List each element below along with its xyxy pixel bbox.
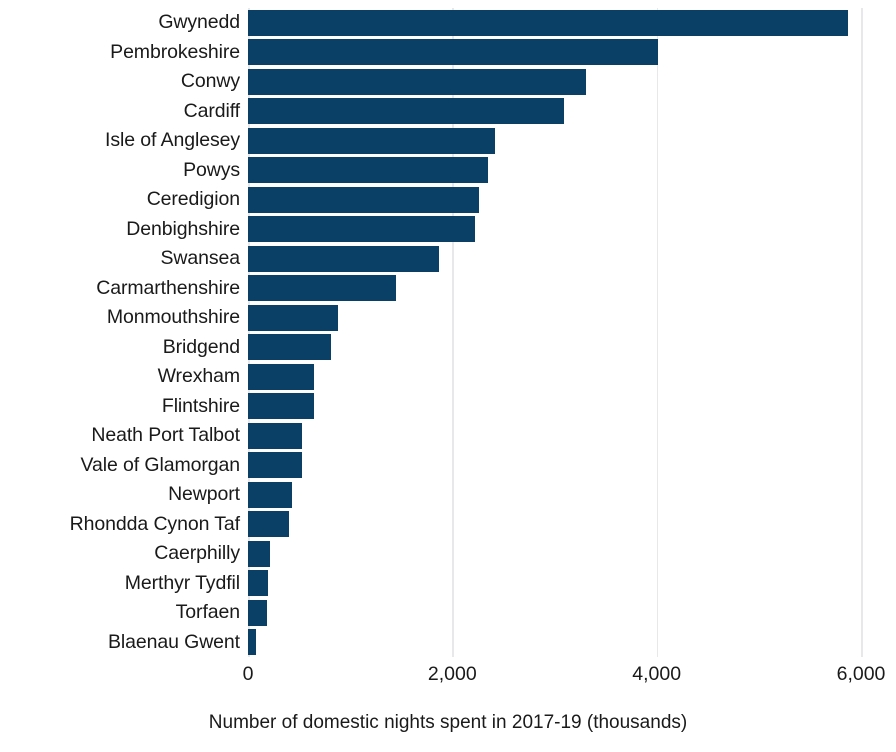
bar-row <box>248 480 861 510</box>
bar[interactable] <box>248 599 268 626</box>
category-label: Neath Port Talbot <box>91 424 240 446</box>
bar[interactable] <box>248 68 586 95</box>
bar-row <box>248 244 861 274</box>
x-tick-label: 4,000 <box>632 663 682 685</box>
category-axis-labels: Gwynedd Pembrokeshire Conwy Cardiff Isle of … <box>0 8 240 657</box>
x-axis-title: Number of domestic nights spent in 2017-… <box>208 712 688 733</box>
bar[interactable] <box>248 304 338 331</box>
category-label: Bridgend <box>162 335 240 358</box>
category-label: Caerphilly <box>154 542 240 564</box>
bar-row <box>248 539 861 569</box>
bar[interactable] <box>248 629 257 655</box>
bar-row <box>248 598 861 628</box>
bar-series <box>248 8 861 657</box>
bar-row <box>248 569 861 599</box>
category-label: Powys <box>183 158 240 181</box>
bar[interactable] <box>248 570 268 596</box>
category-label: Torfaen <box>175 601 240 623</box>
category-label: Ceredigion <box>146 188 240 210</box>
bar-row <box>248 303 861 333</box>
bar[interactable] <box>248 511 289 537</box>
category-label: Newport <box>168 483 240 505</box>
bar[interactable] <box>248 363 314 390</box>
category-label: Flintshire <box>161 394 240 417</box>
bar-row <box>248 126 861 156</box>
bar-row <box>248 8 861 38</box>
category-label: Merthyr Tydfil <box>124 571 240 594</box>
bar-row <box>248 333 861 363</box>
x-axis-tick-labels: 0 2,000 4,000 6,000 <box>243 663 886 693</box>
category-label: Isle of Anglesey <box>105 129 240 151</box>
x-tick-label: 0 <box>242 663 254 685</box>
bar-row <box>248 451 861 481</box>
category-label: Pembrokeshire <box>110 40 240 63</box>
bar-row <box>248 362 861 392</box>
category-label: Rhondda Cynon Taf <box>69 512 240 535</box>
gridline-6000 <box>861 8 863 657</box>
bar-row <box>248 38 861 68</box>
bar-row <box>248 97 861 127</box>
bar-row <box>248 510 861 540</box>
plot-area <box>248 8 863 657</box>
bar[interactable] <box>248 39 658 65</box>
bar[interactable] <box>248 98 564 124</box>
bar[interactable] <box>248 157 489 183</box>
x-tick-label: 2,000 <box>427 663 477 685</box>
bar[interactable] <box>248 9 848 36</box>
bar[interactable] <box>248 452 302 478</box>
bar-row <box>248 274 861 304</box>
category-label: Swansea <box>160 247 240 269</box>
bar[interactable] <box>248 393 314 419</box>
bar-row <box>248 392 861 422</box>
category-label: Monmouthshire <box>106 306 240 328</box>
bar[interactable] <box>248 127 496 154</box>
category-label: Vale of Glamorgan <box>80 453 241 476</box>
bar[interactable] <box>248 275 397 301</box>
category-label: Conwy <box>180 70 240 92</box>
category-label: Carmarthenshire <box>96 276 240 299</box>
bar[interactable] <box>248 334 331 360</box>
bar-row <box>248 628 861 658</box>
category-label: Blaenau Gwent <box>107 630 240 653</box>
bar-row <box>248 185 861 215</box>
bar[interactable] <box>248 540 270 567</box>
bar-row <box>248 421 861 451</box>
bar[interactable] <box>248 422 303 449</box>
bar[interactable] <box>248 216 476 242</box>
bar-row <box>248 67 861 97</box>
bar[interactable] <box>248 245 440 272</box>
bar-row <box>248 156 861 186</box>
bar[interactable] <box>248 481 292 508</box>
bar-row <box>248 215 861 245</box>
category-label: Wrexham <box>157 365 240 387</box>
x-tick-label: 6,000 <box>836 663 886 685</box>
category-label: Cardiff <box>183 99 240 122</box>
category-label: Denbighshire <box>126 217 240 240</box>
category-label: Gwynedd <box>158 11 240 33</box>
bar[interactable] <box>248 186 480 213</box>
